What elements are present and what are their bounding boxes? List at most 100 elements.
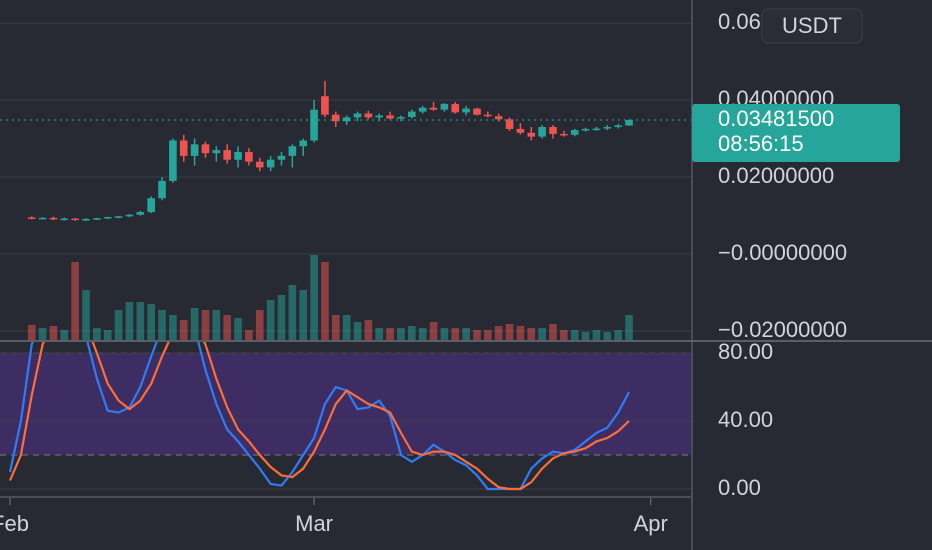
price-pane: [0, 22, 692, 340]
candle-body: [147, 198, 155, 213]
volume-bar: [353, 322, 362, 340]
volume-bar: [592, 330, 601, 340]
candle-body: [570, 130, 579, 135]
volume-bar: [234, 318, 242, 340]
volume-bar: [60, 330, 69, 340]
volume-bar: [516, 326, 525, 340]
volume-bar: [494, 326, 503, 340]
candle-body: [277, 155, 286, 160]
volume-bar: [147, 304, 155, 340]
candle-body: [625, 120, 633, 126]
volume-bar: [136, 302, 145, 340]
candle-body: [310, 109, 318, 141]
volume-bar: [201, 310, 210, 340]
volume-bar: [614, 330, 622, 340]
candle-body: [527, 132, 536, 137]
last-price-label: 0.03481500: [718, 106, 834, 131]
stoch-band: [0, 353, 692, 456]
volume-bar: [266, 300, 275, 340]
volume-bar: [440, 328, 449, 340]
candle-body: [125, 214, 134, 217]
volume-bar: [538, 328, 546, 340]
volume-bar: [93, 328, 101, 340]
volume-bar: [158, 310, 166, 340]
volume-bar: [212, 310, 221, 340]
volume-bar: [223, 315, 231, 340]
x-tick-label: Mar: [295, 511, 333, 536]
candle-body: [451, 103, 460, 113]
candle-body: [299, 140, 308, 147]
candle-body: [212, 150, 221, 154]
volume-bar: [49, 326, 58, 340]
volume-bar: [505, 324, 514, 340]
candle-body: [353, 113, 362, 118]
candle-body: [266, 159, 275, 168]
last-price-box: [692, 104, 900, 163]
volume-bar: [255, 310, 264, 340]
candle-body: [386, 115, 394, 119]
candle-body: [342, 117, 351, 122]
candle-body: [49, 217, 58, 220]
candle-body: [505, 119, 514, 129]
candle-body: [484, 114, 492, 117]
volume-bar: [190, 308, 199, 340]
y-tick-label: −0.00000000: [718, 240, 847, 265]
currency-label[interactable]: USDT: [782, 13, 842, 38]
volume-bar: [397, 328, 405, 340]
candle-body: [93, 218, 101, 220]
candle-body: [179, 140, 188, 156]
y-tick-label: 0.02000000: [718, 163, 834, 188]
candle-body: [603, 127, 612, 129]
volume-bar: [103, 330, 112, 340]
candle-body: [255, 161, 264, 168]
volume-bar: [408, 326, 416, 340]
volume-bar: [245, 330, 253, 340]
candle-body: [560, 133, 568, 136]
candle-body: [169, 140, 177, 181]
currency-badge[interactable]: [761, 8, 863, 44]
stoch-pane: [0, 342, 692, 491]
candle-body: [364, 113, 373, 118]
candle-body: [114, 216, 123, 218]
volume-bar: [581, 332, 590, 340]
candle-body: [408, 111, 416, 118]
volume-bar: [342, 315, 351, 340]
volume-bar: [560, 330, 568, 340]
volume-bar: [321, 262, 329, 340]
candle-body: [418, 107, 427, 112]
volume-bar: [462, 328, 470, 340]
volume-bar: [375, 328, 384, 340]
volume-bar: [429, 322, 438, 340]
volume-bar: [27, 325, 36, 340]
volume-bar: [277, 295, 286, 340]
candle-body: [27, 217, 36, 219]
volume-bar: [418, 328, 427, 340]
volume-bar: [299, 290, 308, 340]
volume-bar: [386, 328, 394, 340]
candle-body: [375, 115, 384, 118]
candle-body: [549, 127, 557, 134]
volume-bar: [473, 330, 481, 340]
volume-bar: [288, 285, 297, 340]
volume-bar: [549, 324, 557, 340]
y-tick-label: 80.00: [718, 339, 773, 364]
x-tick-label: Feb: [0, 511, 29, 536]
volume-bar: [603, 332, 612, 340]
candle-body: [223, 150, 231, 160]
volume-bar: [71, 262, 79, 340]
candle-body: [190, 144, 199, 156]
volume-bar: [625, 315, 633, 340]
candle-body: [614, 125, 622, 128]
y-tick-label: −0.02000000: [718, 317, 847, 342]
candle-body: [592, 128, 601, 131]
volume-bar: [331, 315, 340, 340]
candle-body: [136, 212, 145, 215]
volume-bar: [527, 328, 536, 340]
candle-body: [473, 108, 481, 115]
candle-body: [103, 217, 112, 219]
candle-body: [331, 114, 340, 122]
candle-body: [201, 144, 210, 154]
x-tick-label: Apr: [634, 511, 668, 536]
